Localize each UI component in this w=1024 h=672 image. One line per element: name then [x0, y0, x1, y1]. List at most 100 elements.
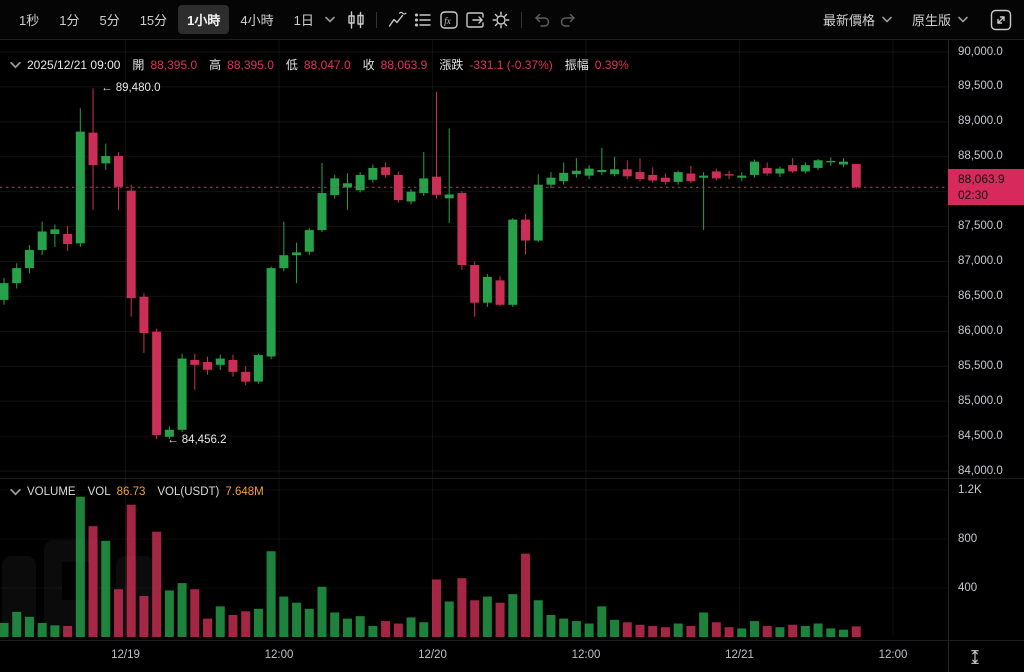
volume-bar[interactable] [113, 589, 123, 637]
volume-bar[interactable] [648, 625, 658, 637]
candle[interactable] [406, 191, 416, 202]
candle[interactable] [101, 156, 111, 164]
volume-bar[interactable] [762, 625, 772, 637]
volume-bar[interactable] [266, 551, 276, 637]
volume-bar[interactable] [495, 602, 505, 637]
volume-bar[interactable] [88, 526, 98, 637]
candle[interactable] [330, 178, 340, 196]
volume-bar[interactable] [203, 618, 213, 637]
candle[interactable] [660, 177, 670, 182]
settings-gear-icon[interactable] [488, 7, 514, 33]
volume-bar[interactable] [152, 531, 162, 637]
indicator-template-icon[interactable] [410, 7, 436, 33]
candle[interactable] [113, 156, 123, 187]
volume-bar[interactable] [775, 627, 785, 637]
candle[interactable] [37, 231, 47, 250]
volume-bar[interactable] [584, 623, 594, 637]
volume-bar[interactable] [826, 628, 836, 637]
volume-bar[interactable] [101, 540, 111, 637]
volume-bar[interactable] [521, 553, 531, 637]
volume-bar[interactable] [164, 590, 174, 637]
volume-bar[interactable] [813, 623, 823, 637]
volume-bar[interactable] [699, 612, 709, 638]
indicators-icon[interactable] [384, 7, 410, 33]
version-dropdown[interactable]: 原生版 [912, 10, 968, 29]
candle[interactable] [342, 183, 352, 188]
candle[interactable] [444, 194, 454, 199]
collapse-chevron-icon[interactable] [10, 61, 21, 69]
volume-bar[interactable] [533, 600, 543, 637]
volume-bar[interactable] [800, 625, 810, 637]
volume-bar[interactable] [597, 606, 607, 637]
volume-bar[interactable] [737, 628, 747, 637]
candle[interactable] [788, 165, 798, 172]
candle[interactable] [584, 168, 594, 176]
volume-bar[interactable] [444, 601, 454, 637]
volume-bar[interactable] [482, 596, 492, 637]
volume-bar[interactable] [24, 616, 34, 637]
volume-bar[interactable] [63, 625, 73, 637]
volume-pane-divider[interactable] [0, 478, 1024, 479]
candle[interactable] [482, 276, 492, 303]
candle[interactable] [470, 264, 480, 303]
volume-bar[interactable] [660, 627, 670, 637]
candle[interactable] [279, 255, 289, 269]
timeframe-more-chevron-icon[interactable] [325, 16, 335, 23]
candle[interactable] [253, 355, 263, 382]
volume-bar[interactable] [228, 614, 238, 637]
volume-bar[interactable] [253, 608, 263, 637]
volume-bar[interactable] [724, 627, 734, 637]
volume-bar[interactable] [177, 583, 187, 637]
volume-bar[interactable] [381, 621, 391, 637]
candle[interactable] [368, 167, 378, 180]
volume-bar[interactable] [686, 625, 696, 637]
candle[interactable] [12, 268, 22, 284]
candle[interactable] [215, 358, 225, 365]
candle[interactable] [63, 233, 73, 245]
candle[interactable] [0, 283, 9, 300]
candle[interactable] [177, 358, 187, 430]
candle[interactable] [686, 173, 696, 182]
candle[interactable] [711, 171, 721, 179]
timeframe-button-1m[interactable]: 1分 [59, 13, 80, 28]
candle[interactable] [431, 176, 441, 195]
candle[interactable] [813, 160, 823, 168]
candle[interactable] [355, 174, 365, 191]
volume-bar[interactable] [673, 623, 683, 637]
undo-icon[interactable] [529, 7, 555, 33]
volume-bar[interactable] [241, 611, 251, 637]
candle[interactable] [546, 177, 556, 185]
candle[interactable] [724, 174, 734, 176]
volume-bar[interactable] [711, 622, 721, 637]
candle[interactable] [317, 193, 327, 231]
candle[interactable] [839, 161, 849, 165]
candle[interactable] [749, 161, 759, 175]
volume-bar[interactable] [292, 602, 302, 637]
candle[interactable] [699, 175, 709, 178]
volume-bar[interactable] [559, 618, 569, 637]
candle[interactable] [775, 168, 785, 174]
volume-bar[interactable] [457, 578, 467, 637]
candle[interactable] [139, 296, 149, 334]
candle[interactable] [826, 160, 836, 163]
timeframe-button-4h[interactable]: 4小時 [240, 13, 274, 28]
volume-bar[interactable] [431, 579, 441, 637]
candle[interactable] [851, 164, 861, 188]
volume-bar[interactable] [215, 606, 225, 637]
current-price-tag[interactable]: 88,063.9 02:30 [948, 169, 1024, 206]
candle[interactable] [533, 184, 543, 241]
candle[interactable] [673, 172, 683, 182]
candle[interactable] [228, 359, 238, 372]
timeframe-button-1s[interactable]: 1秒 [19, 13, 40, 28]
volume-bar[interactable] [749, 621, 759, 637]
candle[interactable] [800, 165, 810, 172]
timeframe-button-1d[interactable]: 1日 [293, 13, 314, 28]
redo-icon[interactable] [555, 7, 581, 33]
volume-bar[interactable] [368, 625, 378, 637]
candle[interactable] [241, 371, 251, 382]
volume-bar[interactable] [839, 629, 849, 637]
candle[interactable] [457, 193, 467, 265]
candle[interactable] [292, 252, 302, 256]
timeframe-button-5m[interactable]: 5分 [99, 13, 120, 28]
volume-bar[interactable] [139, 595, 149, 637]
